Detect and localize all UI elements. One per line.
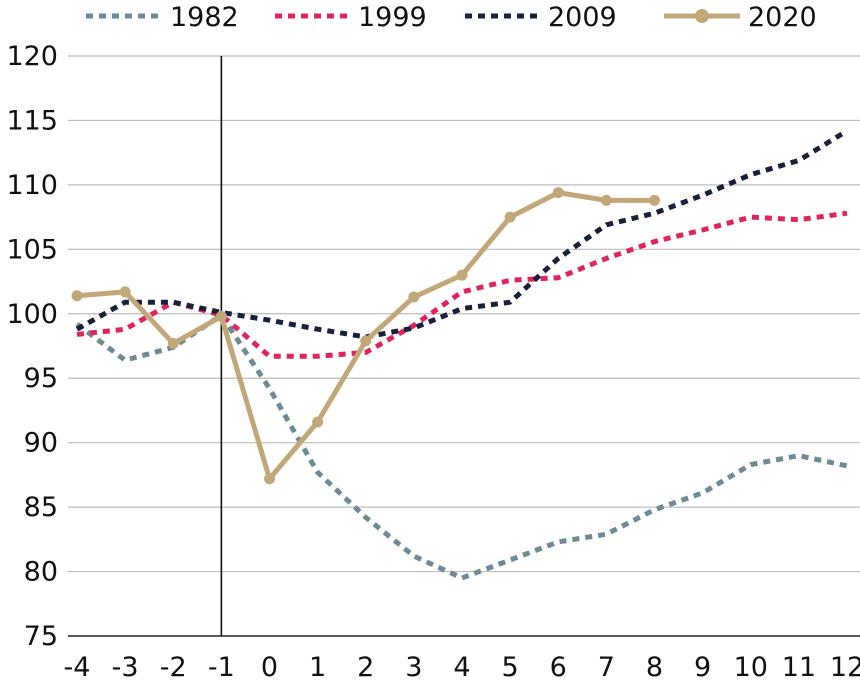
data-point-2020	[312, 416, 324, 428]
data-point-2020	[167, 337, 179, 349]
y-axis: 75 80 85 90 95 100 105 110 115 120	[6, 41, 58, 652]
legend-label-2009: 2009	[548, 2, 617, 33]
y-tick-label: 115	[6, 105, 58, 136]
y-tick-label: 90	[24, 428, 58, 459]
data-point-2020	[264, 473, 275, 485]
data-point-2020	[408, 291, 420, 303]
x-tick-label: -4	[64, 652, 91, 683]
x-tick-label: 5	[502, 652, 519, 683]
y-tick-label: 85	[24, 492, 58, 523]
y-tick-label: 80	[24, 557, 58, 588]
y-tick-label: 75	[24, 621, 58, 652]
x-tick-label: 8	[646, 652, 663, 683]
data-point-2020	[552, 187, 564, 199]
data-point-2020	[360, 335, 372, 347]
series-layer	[71, 128, 849, 581]
data-point-2020	[71, 290, 83, 302]
x-tick-label: 12	[830, 652, 860, 683]
series-line-1982	[75, 312, 848, 581]
x-tick-label: -3	[112, 652, 139, 683]
x-axis: -4 -3 -2 -1 0 1 2 3 4 5 6 7 8 9 10 11 12	[64, 652, 860, 683]
x-tick-label: 7	[598, 652, 615, 683]
legend-label-1999: 1999	[358, 2, 427, 33]
x-tick-label: 10	[734, 652, 768, 683]
data-point-2020	[119, 286, 131, 298]
legend: 1982 1999 2009 2020	[86, 2, 817, 33]
x-tick-label: 1	[309, 652, 326, 683]
legend-label-2020: 2020	[748, 2, 817, 33]
legend-marker-2020	[695, 9, 709, 23]
x-tick-label: 3	[405, 652, 422, 683]
legend-label-1982: 1982	[170, 2, 239, 33]
y-tick-label: 95	[24, 363, 58, 394]
y-tick-label: 110	[6, 170, 58, 201]
y-tick-label: 120	[6, 41, 58, 72]
y-tick-label: 100	[6, 299, 58, 330]
gridlines	[68, 55, 860, 637]
x-tick-label: 9	[694, 652, 711, 683]
x-tick-label: -2	[160, 652, 187, 683]
y-tick-label: 105	[6, 234, 58, 265]
data-point-2020	[215, 310, 227, 322]
x-tick-label: 4	[453, 652, 470, 683]
x-tick-label: -1	[208, 652, 235, 683]
data-point-2020	[504, 211, 516, 223]
x-tick-label: 2	[357, 652, 374, 683]
x-tick-label: 6	[550, 652, 567, 683]
data-point-2020	[649, 194, 660, 206]
data-point-2020	[456, 269, 468, 281]
series-line-2009	[75, 128, 849, 340]
data-point-2020	[600, 194, 612, 206]
x-tick-label: 0	[261, 652, 278, 683]
x-tick-label: 11	[782, 652, 816, 683]
